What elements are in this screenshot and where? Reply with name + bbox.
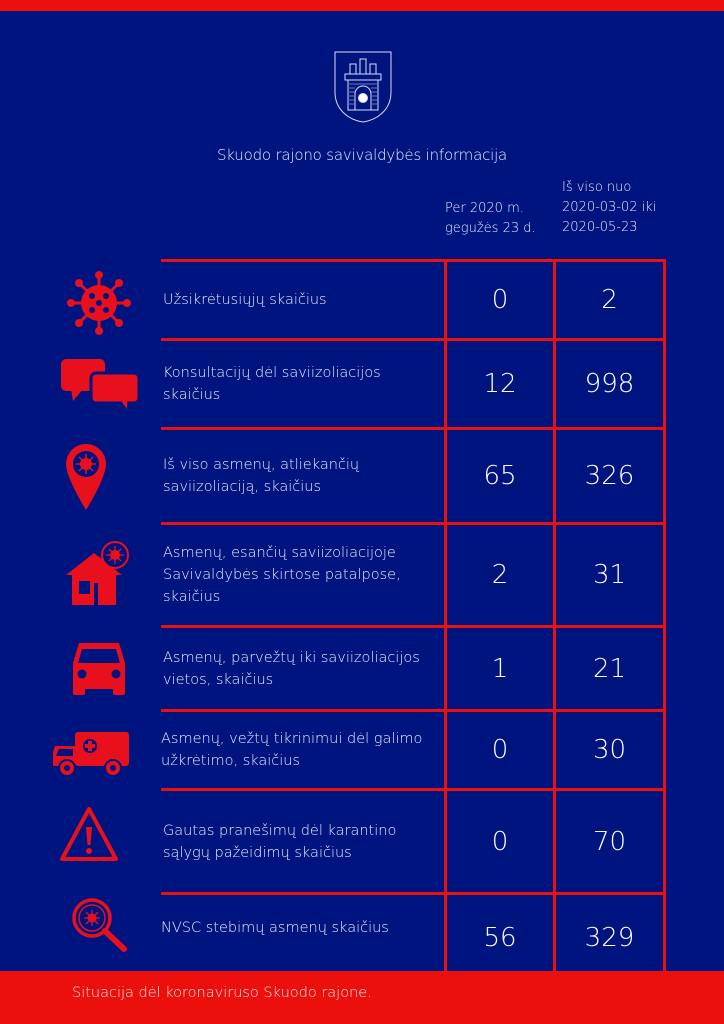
column-header-day-line1: Per 2020 m. (445, 201, 524, 216)
row-day-value: 56 (483, 923, 517, 953)
row-label: Konsultacijų dėl saviizoliacijos skaičiu… (163, 365, 381, 403)
row-divider (161, 788, 666, 791)
column-header-total-line1: Iš viso nuo (562, 180, 632, 195)
row-total-value: 998 (584, 369, 635, 399)
warning-triangle-icon (60, 807, 118, 861)
column-divider (553, 259, 556, 971)
row-divider (161, 892, 666, 895)
location-pin-virus-icon (66, 444, 106, 510)
column-header-day: Per 2020 m. gegužės 23 d. (445, 199, 536, 239)
row-divider (161, 709, 666, 712)
row-day-value: 1 (491, 653, 509, 684)
row-divider (161, 338, 666, 341)
row-total-value: 21 (592, 653, 627, 684)
footer-caption: Situacija dėl koronaviruso Skuodo rajone… (72, 985, 372, 1001)
row-total-value: 2 (601, 285, 618, 315)
row-day-value: 65 (483, 461, 517, 491)
magnifier-virus-icon (72, 898, 127, 952)
row-day-value: 2 (491, 560, 509, 590)
page-title: Skuodo rajono savivaldybės informacija (216, 146, 508, 164)
row-label: Asmenų, parvežtų iki saviizoliacijos vie… (163, 649, 420, 688)
row-day-value: 12 (483, 369, 517, 399)
car-icon (73, 643, 125, 695)
row-day-value: 0 (491, 826, 509, 857)
ambulance-icon (53, 732, 129, 777)
row-label: Gautas pranešimų dėl karantino sąlygų pa… (163, 822, 397, 861)
house-virus-icon (66, 541, 129, 605)
chat-bubbles-icon (61, 359, 141, 409)
row-label: NVSC stebimų asmenų skaičius (161, 920, 389, 936)
column-header-total-line3: 2020-05-23 (562, 220, 638, 235)
row-divider (161, 427, 666, 430)
row-label: Užsikrėtusiųjų skaičius (163, 292, 327, 308)
row-total-value: 326 (584, 461, 635, 491)
row-day-value: 0 (491, 735, 509, 765)
row-label: Asmenų, vežtų tikrinimui dėl galimo užkr… (161, 731, 423, 769)
row-total-value: 70 (592, 826, 627, 857)
row-divider (161, 625, 666, 628)
table-border-top (161, 259, 666, 262)
row-label: Asmenų, esančių saviizoliacijoje Savival… (163, 545, 401, 605)
table-border-right (663, 259, 666, 971)
top-accent-bar (0, 0, 724, 11)
column-header-day-line2: gegužės 23 d. (445, 221, 536, 236)
column-divider (444, 259, 447, 971)
row-total-value: 31 (592, 560, 627, 590)
footer-bar: Situacija dėl koronaviruso Skuodo rajone… (0, 971, 724, 1024)
row-total-value: 30 (592, 735, 627, 765)
row-total-value: 329 (584, 923, 635, 953)
column-header-total: Iš viso nuo 2020-03-02 iki 2020-05-23 (562, 178, 656, 238)
virus-icon (67, 271, 131, 335)
column-header-total-line2: 2020-03-02 iki (562, 200, 657, 215)
coat-of-arms-icon (334, 51, 392, 123)
row-day-value: 0 (491, 285, 509, 315)
row-divider (161, 522, 666, 525)
row-label: Iš viso asmenų, atliekančių saviizoliaci… (163, 457, 360, 495)
